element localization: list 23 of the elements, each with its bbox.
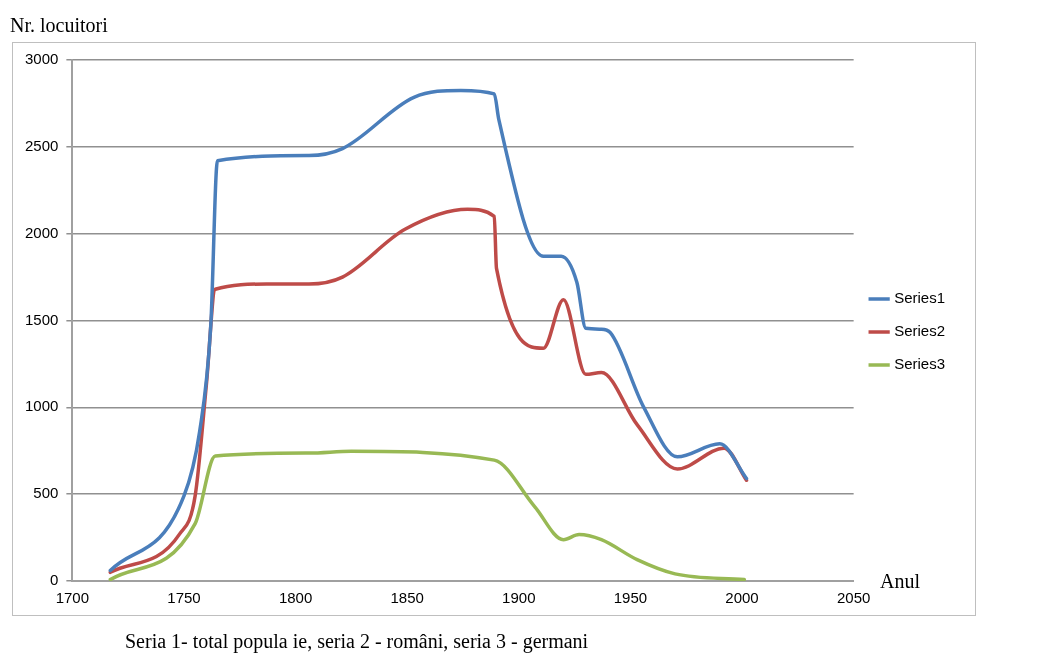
y-tick-label: 3000 [24, 50, 59, 68]
x-tick-label: 1950 [613, 589, 648, 607]
x-tick-label: 1850 [390, 589, 424, 607]
x-tick-label: 1900 [502, 589, 536, 607]
line-series [108, 449, 747, 581]
line-series [108, 88, 749, 573]
x-tick-label: 1700 [55, 589, 90, 607]
y-tick-label: 0 [50, 571, 59, 589]
x-tick-label: 2000 [725, 589, 759, 607]
x-axis-title: Anul [880, 570, 920, 593]
legend-label: Series3 [894, 355, 945, 373]
y-tick-label: 500 [33, 484, 59, 502]
x-tick-label: 1800 [278, 589, 313, 607]
x-tick-label: 1750 [167, 589, 201, 607]
y-tick-label: 1000 [24, 397, 59, 415]
text: Seria 1- total popula ie, seria 2 - români, seria 3 - germani [125, 630, 589, 653]
y-tick-label: 1500 [24, 310, 59, 328]
legend-label: Series1 [894, 289, 945, 307]
y-tick-label: 2000 [24, 223, 59, 241]
x-tick-label: 2050 [836, 589, 871, 607]
y-tick-label: 2500 [24, 136, 59, 154]
y-axis-title: Nr. locuitori [10, 14, 108, 37]
legend-label: Series2 [894, 322, 945, 340]
